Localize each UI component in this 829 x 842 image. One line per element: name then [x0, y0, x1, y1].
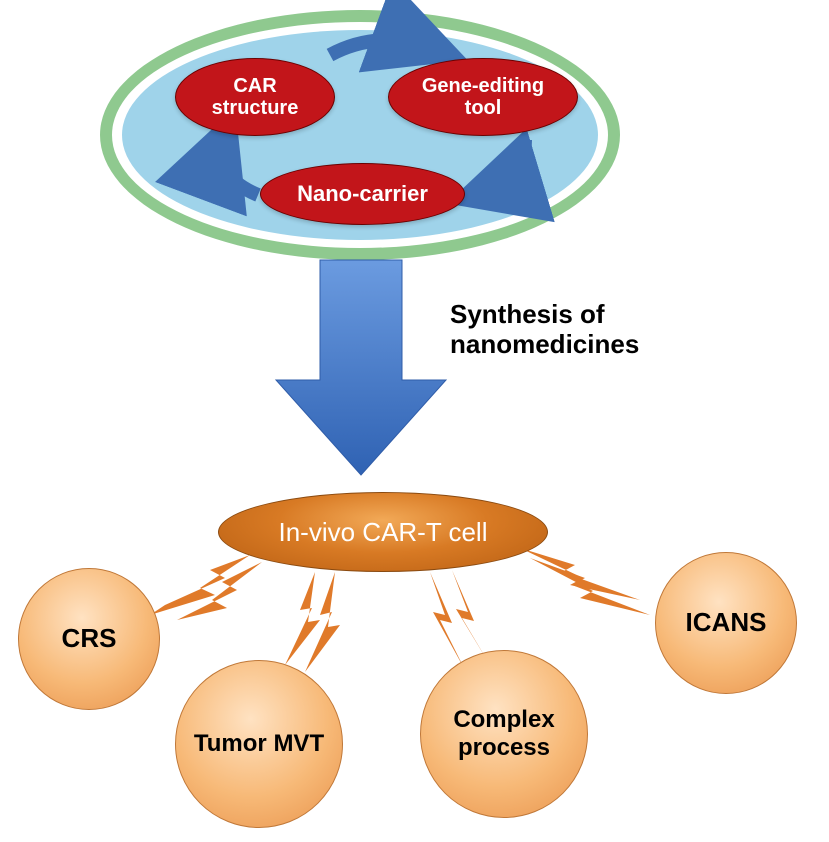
outcome-crs: CRS: [18, 568, 160, 710]
bolt-to-complex: [430, 572, 465, 670]
bolt-to-complex-2: [452, 570, 490, 665]
pill-nano-carrier: Nano-carrier: [260, 163, 465, 225]
cycle-arrow-nano-to-car: [221, 135, 258, 195]
synthesis-label: Synthesis of nanomedicines: [450, 300, 639, 360]
outcome-complex-process: Complex process: [420, 650, 588, 818]
cycle-arrow-car-to-gene: [330, 40, 440, 55]
outcome-icans: ICANS: [655, 552, 797, 694]
bolt-to-icans: [520, 548, 640, 600]
outcome-tumor-mvt: Tumor MVT: [175, 660, 343, 828]
pill-car-structure: CAR structure: [175, 58, 335, 136]
cycle-arrows-svg: [0, 0, 829, 842]
pill-gene-editing: Gene-editing tool: [388, 58, 578, 136]
big-down-arrow: [276, 260, 446, 475]
cycle-arrow-gene-to-nano: [475, 140, 525, 195]
main-node-in-vivo-car-t: In-vivo CAR-T cell: [218, 492, 548, 572]
bolt-to-crs: [150, 555, 250, 615]
